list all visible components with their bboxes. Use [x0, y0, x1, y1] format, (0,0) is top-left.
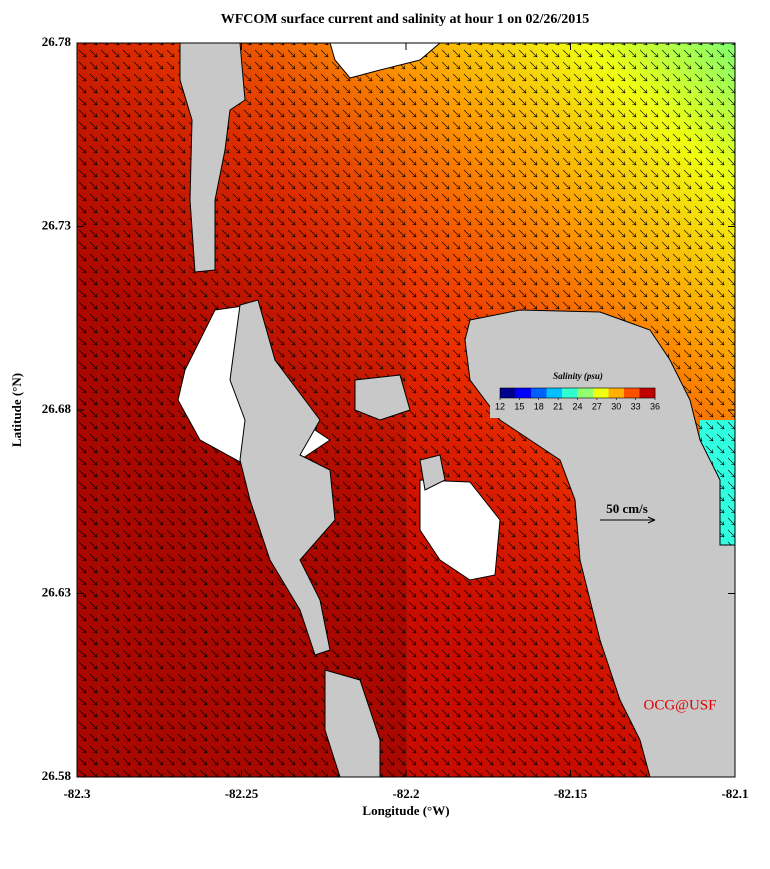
- colorbar-tick-label: 30: [611, 401, 621, 411]
- colorbar-tick-label: 27: [592, 401, 602, 411]
- colorbar-cell: [515, 388, 532, 398]
- y-tick-label: 26.78: [42, 34, 72, 49]
- x-tick-label: -82.15: [554, 786, 588, 801]
- x-tick-label: -82.3: [63, 786, 91, 801]
- scale-label: 50 cm/s: [606, 501, 648, 516]
- colorbar-tick-label: 24: [572, 401, 582, 411]
- island: [419, 454, 446, 491]
- map-area: [77, 43, 735, 777]
- y-tick-label: 26.73: [42, 217, 72, 232]
- island: [179, 43, 246, 273]
- y-axis-label: Latitude (°N): [9, 373, 24, 447]
- credit: OCG@USF: [643, 697, 716, 713]
- colorbar-tick-label: 21: [553, 401, 563, 411]
- x-tick-label: -82.1: [721, 786, 748, 801]
- island: [329, 43, 441, 79]
- colorbar-tick-label: 15: [514, 401, 524, 411]
- colorbar-label: Salinity (psu): [553, 371, 603, 381]
- colorbar-cell: [531, 388, 547, 398]
- colorbar-tick-label: 12: [495, 401, 505, 411]
- colorbar-cell: [593, 388, 609, 398]
- colorbar-cell: [624, 388, 640, 398]
- island: [324, 669, 381, 777]
- colorbar-tick-label: 36: [650, 401, 660, 411]
- scale-arrow-head: [647, 516, 656, 524]
- island: [354, 374, 411, 421]
- y-tick-label: 26.68: [42, 401, 72, 416]
- island: [419, 479, 501, 581]
- island: [229, 299, 336, 656]
- colorbar-cell: [562, 388, 578, 398]
- colorbar-cell: [500, 388, 516, 398]
- colorbar-tick-label: 33: [631, 401, 641, 411]
- x-tick-label: -82.2: [392, 786, 419, 801]
- y-tick-label: 26.58: [42, 768, 72, 783]
- colorbar-cell: [546, 388, 563, 398]
- colorbar-cell: [608, 388, 625, 398]
- mainland: [464, 309, 735, 777]
- chart-title: WFCOM surface current and salinity at ho…: [221, 12, 590, 27]
- colorbar-cell: [639, 388, 656, 398]
- x-tick-label: -82.25: [225, 786, 259, 801]
- x-axis-label: Longitude (°W): [362, 803, 449, 818]
- colorbar-cell: [577, 388, 594, 398]
- colorbar-tick-label: 18: [534, 401, 544, 411]
- y-tick-label: 26.63: [42, 584, 72, 599]
